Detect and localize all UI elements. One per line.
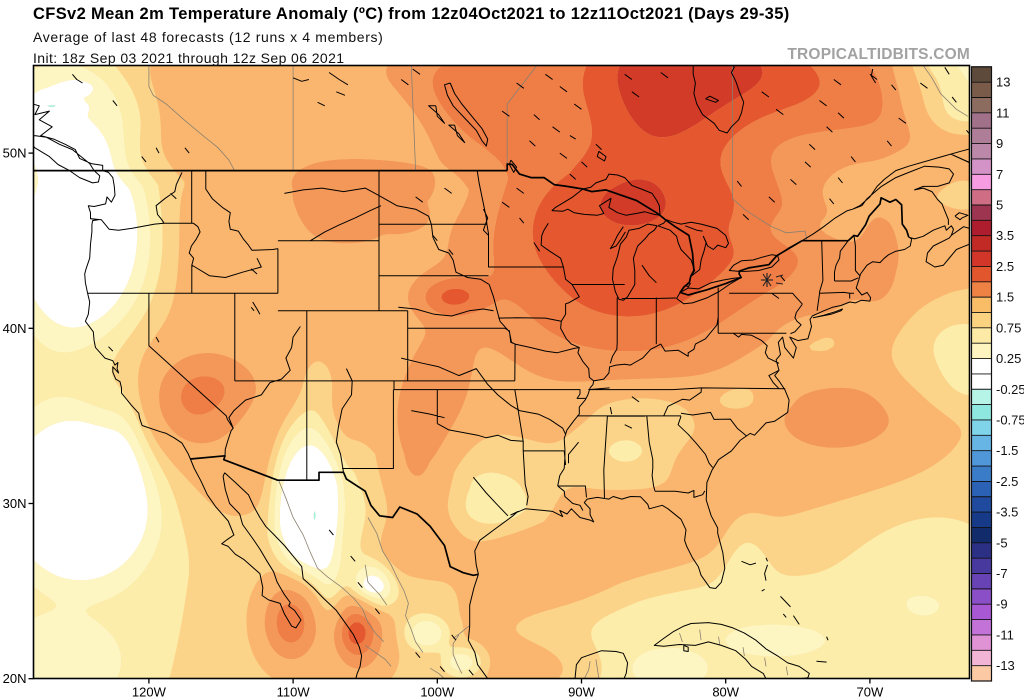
svg-text:50N: 50N xyxy=(3,146,27,161)
svg-text:0.25: 0.25 xyxy=(996,351,1021,366)
svg-text:30N: 30N xyxy=(3,496,27,511)
svg-text:-7: -7 xyxy=(996,566,1008,581)
svg-text:-2.5: -2.5 xyxy=(996,474,1018,489)
svg-text:120W: 120W xyxy=(132,685,167,700)
svg-text:-0.25: -0.25 xyxy=(996,382,1024,397)
svg-text:-11: -11 xyxy=(996,627,1014,642)
svg-text:90W: 90W xyxy=(568,685,595,700)
svg-text:-0.75: -0.75 xyxy=(996,413,1024,428)
svg-text:40N: 40N xyxy=(3,321,27,336)
svg-text:2.5: 2.5 xyxy=(996,259,1014,274)
svg-text:5: 5 xyxy=(996,198,1003,213)
svg-text:110W: 110W xyxy=(277,685,311,700)
svg-text:80W: 80W xyxy=(712,685,739,700)
svg-text:-1.5: -1.5 xyxy=(996,443,1018,458)
svg-text:-9: -9 xyxy=(996,597,1008,612)
svg-text:13: 13 xyxy=(996,75,1010,90)
svg-text:3.5: 3.5 xyxy=(996,228,1014,243)
svg-text:0.75: 0.75 xyxy=(996,320,1021,335)
svg-text:9: 9 xyxy=(996,136,1003,151)
svg-text:11: 11 xyxy=(996,105,1010,120)
svg-text:100W: 100W xyxy=(420,685,455,700)
svg-text:20N: 20N xyxy=(3,671,27,686)
svg-text:1.5: 1.5 xyxy=(996,290,1014,305)
svg-text:7: 7 xyxy=(996,167,1003,182)
svg-text:70W: 70W xyxy=(857,685,884,700)
svg-text:-3.5: -3.5 xyxy=(996,505,1018,520)
svg-text:-5: -5 xyxy=(996,535,1008,550)
svg-text:-13: -13 xyxy=(996,658,1015,673)
